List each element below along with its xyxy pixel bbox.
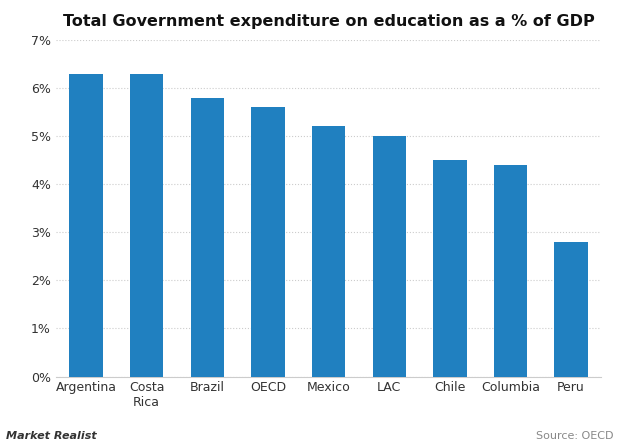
Text: Market Realist: Market Realist bbox=[6, 431, 97, 441]
Bar bbox=[69, 74, 103, 377]
Bar bbox=[554, 242, 588, 377]
Bar bbox=[433, 160, 466, 377]
Text: Source: OECD: Source: OECD bbox=[536, 431, 614, 441]
Bar bbox=[373, 136, 406, 377]
Bar bbox=[130, 74, 164, 377]
Bar bbox=[191, 97, 224, 377]
Title: Total Government expenditure on education as a % of GDP: Total Government expenditure on educatio… bbox=[63, 14, 595, 29]
Bar bbox=[494, 165, 527, 377]
Bar bbox=[312, 126, 345, 377]
Bar bbox=[251, 107, 285, 377]
